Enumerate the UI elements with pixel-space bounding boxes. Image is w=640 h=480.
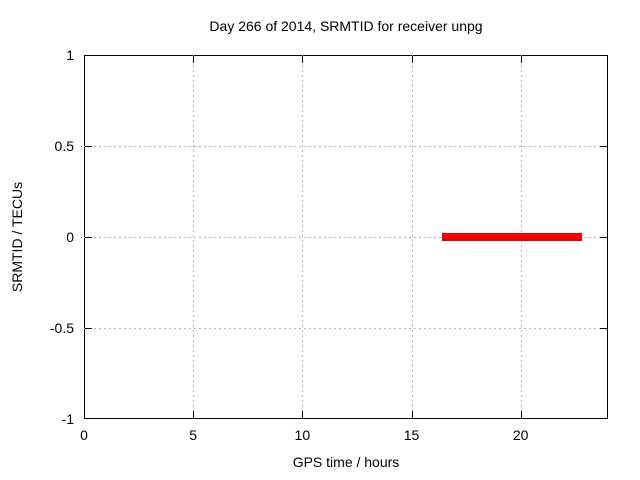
y-tick-mark-left xyxy=(85,237,92,238)
y-gridline xyxy=(84,146,608,147)
y-tick-label: -0.5 xyxy=(49,320,74,336)
y-tick-label: 0.5 xyxy=(54,138,74,154)
x-tick-mark-top xyxy=(411,56,413,63)
x-tick-mark-bottom xyxy=(411,411,413,418)
series-line-srmtid xyxy=(442,233,582,241)
y-tick-mark-right xyxy=(600,237,607,238)
y-tick-label: 0 xyxy=(66,229,74,245)
x-tick-label: 15 xyxy=(403,427,420,443)
chart-title: Day 266 of 2014, SRMTID for receiver unp… xyxy=(209,18,483,34)
y-tick-label: -1 xyxy=(61,411,74,427)
y-gridline xyxy=(84,237,608,238)
x-tick-label: 5 xyxy=(189,427,198,443)
x-tick-label: 10 xyxy=(294,427,311,443)
y-tick-mark-right xyxy=(600,146,607,147)
y-tick-mark-left xyxy=(85,146,92,147)
x-tick-mark-top xyxy=(302,56,304,63)
x-tick-mark-top xyxy=(193,56,195,63)
y-gridline xyxy=(84,328,608,329)
x-axis-label: GPS time / hours xyxy=(292,454,400,470)
x-tick-mark-bottom xyxy=(193,411,195,418)
y-tick-mark-right xyxy=(600,328,607,329)
x-tick-mark-bottom xyxy=(520,411,522,418)
y-tick-label: 1 xyxy=(66,47,74,63)
x-tick-label: 20 xyxy=(512,427,529,443)
x-tick-label: 0 xyxy=(80,427,88,443)
y-tick-mark-left xyxy=(85,328,92,329)
x-tick-mark-top xyxy=(520,56,522,63)
x-tick-mark-bottom xyxy=(302,411,304,418)
